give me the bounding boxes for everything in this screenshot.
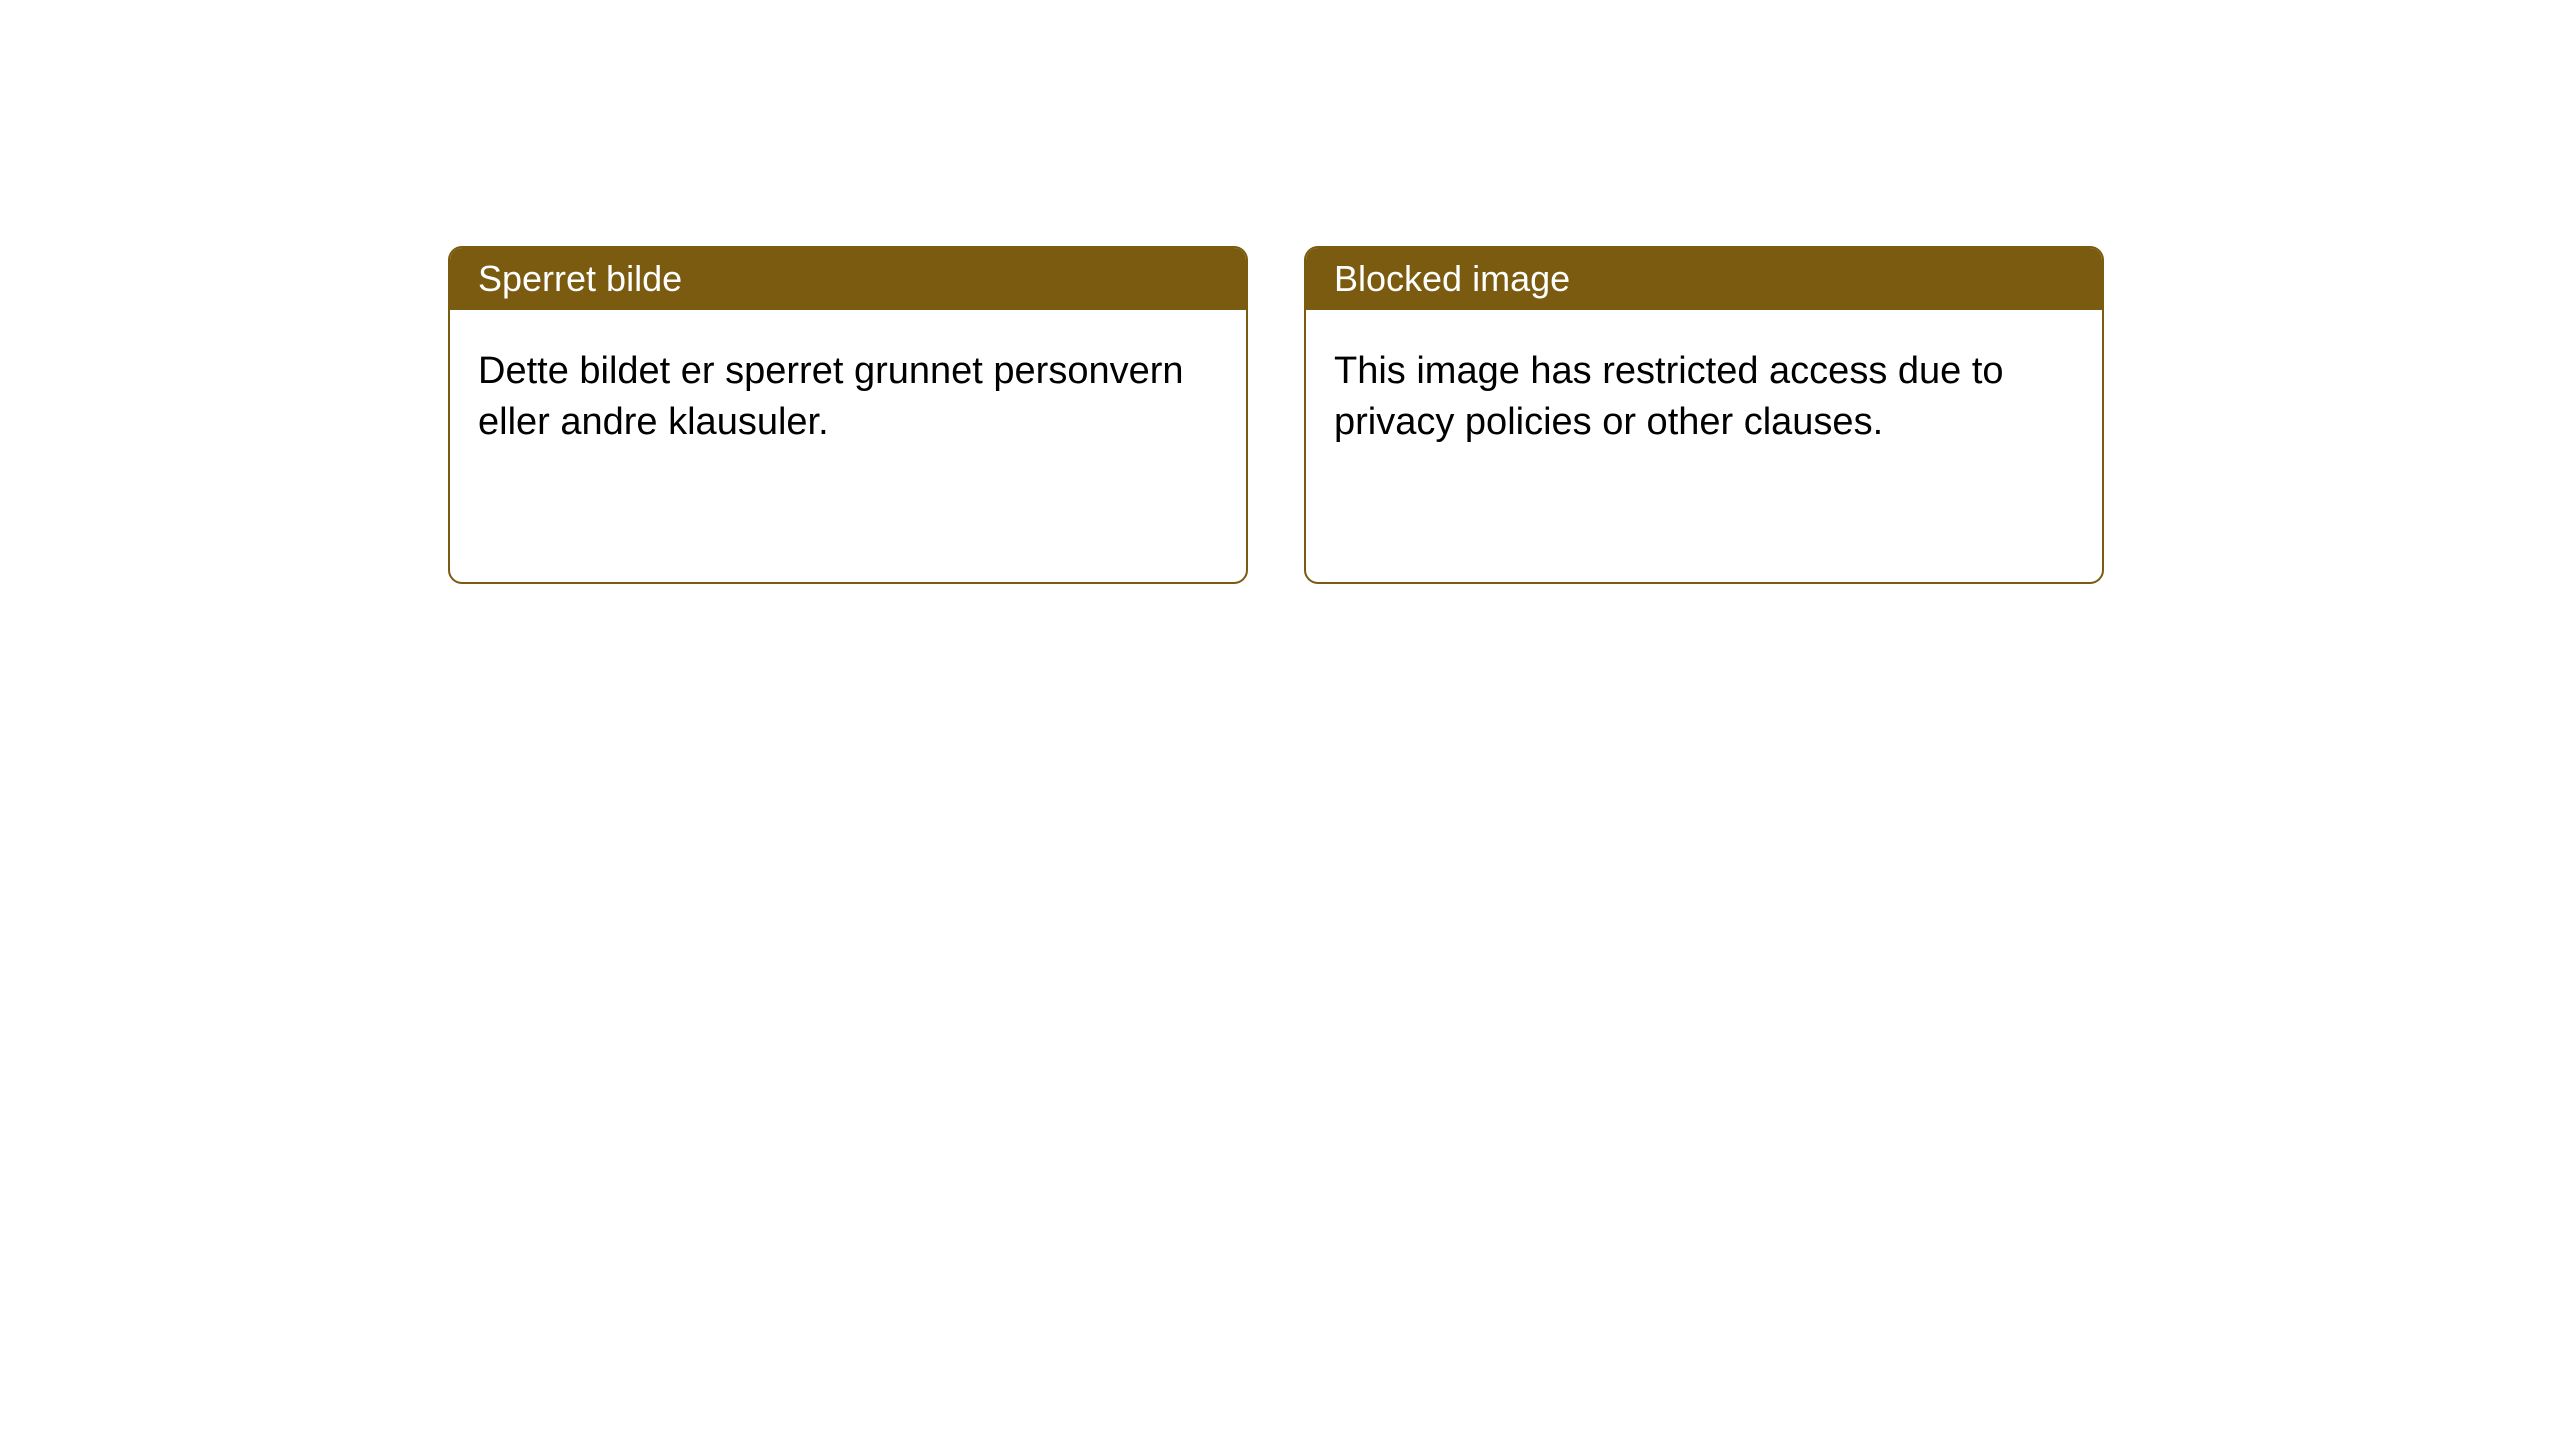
notice-title-english: Blocked image xyxy=(1306,248,2102,310)
notice-title-norwegian: Sperret bilde xyxy=(450,248,1246,310)
notice-card-english: Blocked image This image has restricted … xyxy=(1304,246,2104,584)
notice-body-english: This image has restricted access due to … xyxy=(1306,310,2102,582)
notice-container: Sperret bilde Dette bildet er sperret gr… xyxy=(0,0,2560,584)
notice-body-norwegian: Dette bildet er sperret grunnet personve… xyxy=(450,310,1246,582)
notice-card-norwegian: Sperret bilde Dette bildet er sperret gr… xyxy=(448,246,1248,584)
